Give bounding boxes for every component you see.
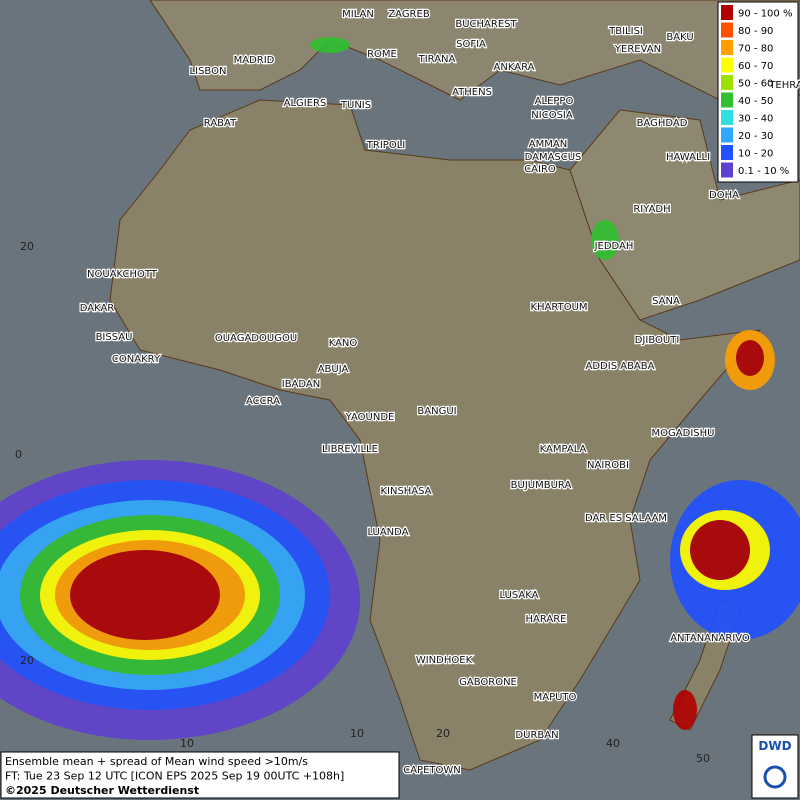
city-label: NOUAKCHOTT [87,269,158,280]
legend-swatch [721,5,733,20]
legend-swatch [721,92,733,108]
legend-label: 10 - 20 [738,149,773,160]
city-label: KINSHASA [380,486,431,497]
city-label: DOHA [709,190,739,201]
city-label: ATHENS [452,87,492,98]
logo-text: DWD [758,739,791,753]
legend-swatch [721,162,733,178]
arabia [569,109,800,321]
city-label: BUJUMBURA [511,480,572,491]
caption-line: FT: Tue 23 Sep 12 UTC [ICON EPS 2025 Sep… [5,770,344,783]
caption-line: Ensemble mean + spread of Mean wind spee… [5,755,308,768]
legend-swatch [721,110,733,125]
city-label: BANGUI [417,406,456,417]
city-label: SANA [652,296,680,307]
city-label: BUCHAREST [455,19,517,30]
city-label: JEDDAH [594,241,634,252]
europe [149,0,800,101]
africa [109,99,762,771]
city-label: KANO [329,338,358,349]
city-label: BISSAU [96,332,133,343]
legend-swatch [721,22,733,38]
city-label: SOFIA [456,39,486,50]
city-label: YAOUNDE [345,412,395,423]
city-label: ABUJA [318,364,349,375]
city-label: MAPUTO [534,692,577,703]
city-label: LUANDA [367,527,408,538]
legend-label: 80 - 90 [738,26,773,37]
lat-label: 20 [20,240,34,253]
lat-label: 20 [20,654,34,667]
city-label: RABAT [204,118,237,129]
city-label: HAWALLI [666,152,710,163]
city-label: IBADAN [282,379,321,390]
legend-swatch [721,145,733,160]
city-label: DAMASCUS [525,152,582,163]
city-label: ADDIS ABABA [586,361,655,372]
legend-label: 40 - 50 [738,96,773,107]
lon-label: 20 [436,727,450,740]
city-label: DAKAR [80,303,115,314]
legend-label: 90 - 100 % [738,9,792,20]
city-label: ANKARA [494,62,535,73]
legend-label: 20 - 30 [738,131,773,142]
wind-field [0,37,800,740]
lon-label: 10 [180,737,194,750]
legend-swatch [721,57,733,73]
city-label: LISBON [190,66,227,77]
lon-label: 10 [350,727,364,740]
city-label: ALEPPO [535,96,574,107]
legend-label: 30 - 40 [738,114,773,125]
city-label: CAIRO [524,164,556,175]
city-label: TEHRA [768,80,800,91]
city-label: YEREVAN [614,44,661,55]
city-label: MADRID [234,55,275,66]
city-label: ZAGREB [388,9,430,20]
legend-swatch [721,127,733,143]
city-label: KAMPALA [540,444,587,455]
city-label: TIRANA [418,54,456,65]
city-label: NAIROBI [587,460,629,471]
legend-label: 60 - 70 [738,61,773,72]
caption-box [0,751,400,799]
lon-label: 40 [606,737,620,750]
legend-swatch [721,40,733,55]
city-label: LUSAKA [500,590,539,601]
caption-line: ©2025 Deutscher Wetterdienst [5,784,199,797]
city-label: NICOSIA [531,110,573,121]
city-label: ROME [367,49,397,60]
city-label: DAR ES SALAAM [585,513,667,524]
city-label: OUAGADOUGOU [215,333,297,344]
city-label: ANTANANARIVO [670,633,750,644]
city-label: GABORONE [459,677,517,688]
logo-swirl [763,765,787,789]
legend-swatch [721,75,733,90]
lon-label: 50 [696,752,710,765]
legend-label: 0.1 - 10 % [738,166,789,177]
city-label: TUNIS [340,100,371,111]
city-label: TBILISI [608,26,643,37]
city-label: TRIPOLI [366,140,405,151]
city-label: BAGHDAD [637,118,688,129]
legend-label: 50 - 60 [738,79,773,90]
legend-label: 70 - 80 [738,44,773,55]
city-label: ALGIERS [284,98,327,109]
city-label: MILAN [342,9,374,20]
city-label: BAKU [666,32,693,43]
city-label: AMMAN [529,139,567,150]
city-label: HARARE [525,614,566,625]
city-label: DJIBOUTI [635,335,680,346]
city-label: ACCRA [246,396,280,407]
city-label: RIYADH [633,204,670,215]
city-label: CAPETOWN [403,765,461,776]
city-label: CONAKRY [112,354,161,365]
city-label: LIBREVILLE [322,444,378,455]
lat-label: 0 [15,448,22,461]
city-label: KHARTOUM [530,302,587,313]
city-label: WINDHOEK [416,655,473,666]
city-label: MOGADISHU [652,428,715,439]
city-label: DURBAN [515,730,558,741]
